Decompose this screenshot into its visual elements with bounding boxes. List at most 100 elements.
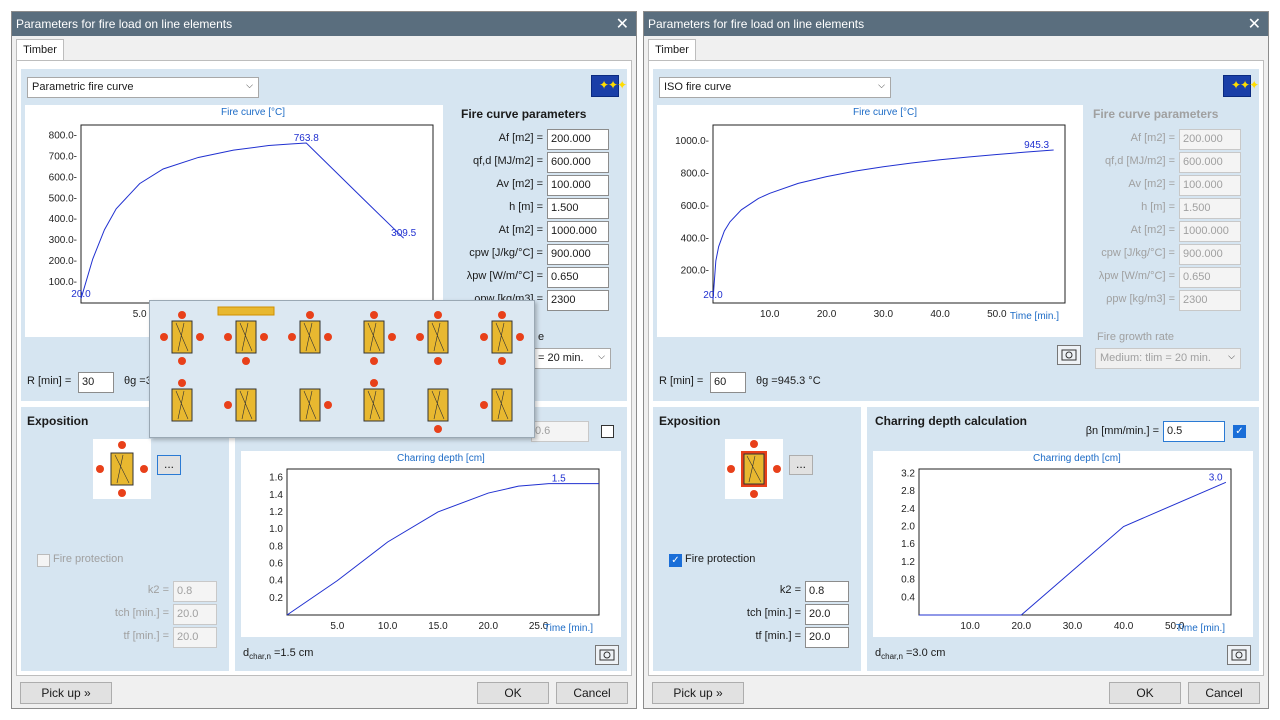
exposition-option[interactable] [171,320,193,354]
series-line [712,149,1054,300]
plot-frame [712,124,1066,304]
exposition-icon[interactable] [93,439,151,499]
k2-input[interactable]: 0.8 [173,581,217,602]
dialog-title: Parameters for fire load on line element… [16,17,233,31]
y-tick-label: 0.2 [269,593,283,604]
fire-curve-chart-box: Fire curve [°C] 800.0- 700.0- 600.0- 500.0-… [25,105,443,337]
exposition-option[interactable] [427,320,449,354]
param-input[interactable]: 200.000 [1179,129,1241,150]
exposition-option[interactable] [171,388,193,422]
tf-input[interactable]: 20.0 [173,627,217,648]
param-label: qf,d [MJ/m2] = [1105,155,1175,167]
flame-icon [498,357,506,365]
k2-input[interactable]: 0.8 [805,581,849,602]
ok-button[interactable]: OK [477,682,549,704]
param-input[interactable]: 2300 [547,290,609,311]
flame-icon [224,401,232,409]
exposition-option[interactable] [427,388,449,422]
chevron-down-icon: ⌵ [246,80,253,90]
param-input[interactable]: 900.000 [1179,244,1241,265]
fire-protection-label: Fire protection [685,553,756,565]
charring-title: Charring depth calculation [875,414,1028,428]
exposition-option[interactable] [299,320,321,354]
exposition-option[interactable] [363,388,385,422]
tf-input[interactable]: 20.0 [805,627,849,648]
growth-rate-dropdown[interactable]: = 20 min. ⌵ [533,348,611,369]
pickup-button[interactable]: Pick up » [652,682,744,704]
curve-type-dropdown[interactable]: ISO fire curve ⌵ [659,77,891,98]
param-input[interactable]: 600.000 [1179,152,1241,173]
growth-rate-dropdown[interactable]: Medium: tlim = 20 min. ⌵ [1095,348,1241,369]
param-input[interactable]: 600.000 [547,152,609,173]
exposition-option[interactable] [363,320,385,354]
tf-label: tf [min.] = [123,630,169,642]
wood-grain-icon [367,322,381,352]
close-icon[interactable]: ✕ [1247,16,1261,33]
param-input[interactable]: 900.000 [547,244,609,265]
param-input[interactable]: 100.000 [547,175,609,196]
beta-checkbox[interactable] [601,425,614,438]
y-tick-label: 1.0 [269,524,283,535]
exposition-option[interactable] [491,388,513,422]
wood-grain-icon [303,322,317,352]
series-line [80,142,405,299]
tch-input[interactable]: 20.0 [805,604,849,625]
exposition-select-button[interactable]: ... [789,455,813,475]
r-input[interactable]: 30 [78,372,114,393]
ok-button[interactable]: OK [1109,682,1181,704]
cancel-button[interactable]: Cancel [556,682,628,704]
title-bar: Parameters for fire load on line element… [12,12,636,36]
y-tick-label: 300.0- [49,235,77,246]
camera-icon[interactable] [1057,345,1081,365]
param-input[interactable]: 1.500 [547,198,609,219]
x-tick-label: 10.0 [960,621,980,632]
exposition-option[interactable] [235,320,257,354]
tab-timber[interactable]: Timber [648,39,696,61]
fire-protection-checkbox[interactable]: ✓ [669,554,682,567]
tab-timber[interactable]: Timber [16,39,64,61]
beta-input[interactable]: 0.6 [531,421,589,442]
charring-chart-title: Charring depth [cm] [1033,453,1121,464]
r-label: R [min] = [27,375,72,387]
growth-rate-value: = 20 min. [538,352,584,364]
tch-input[interactable]: 20.0 [173,604,217,625]
pickup-button[interactable]: Pick up » [20,682,112,704]
y-tick-label: 2.4 [901,504,915,515]
exposition-select-button[interactable]: ... [157,455,181,475]
y-tick-label: 600.0- [681,201,709,212]
wood-grain-icon [495,322,509,352]
tab-content: ISO fire curve ⌵ ✦✦✦ Fire curve [°C] 1000… [648,60,1264,676]
eu-flag-icon[interactable]: ✦✦✦ [591,75,627,97]
beta-input[interactable]: 0.5 [1163,421,1225,442]
chevron-down-icon: ⌵ [598,351,605,361]
fire-protection-checkbox[interactable] [37,554,50,567]
param-input[interactable]: 1.500 [1179,198,1241,219]
eu-flag-icon[interactable]: ✦✦✦ [1223,75,1259,97]
title-bar: Parameters for fire load on line element… [644,12,1268,36]
param-input[interactable]: 1000.000 [547,221,609,242]
curve-type-dropdown[interactable]: Parametric fire curve ⌵ [27,77,259,98]
x-tick-label: 50.0 [987,309,1007,320]
exposition-option[interactable] [235,388,257,422]
param-input[interactable]: 200.000 [547,129,609,150]
camera-icon[interactable] [1227,645,1251,665]
charring-chart-box: Charring depth [cm] 3.2 2.8 2.4 2.0 1.6 1.2 0.… [873,451,1253,637]
beta-checkbox[interactable]: ✓ [1233,425,1246,438]
cancel-button[interactable]: Cancel [1188,682,1260,704]
exposition-option[interactable] [491,320,513,354]
param-input[interactable]: 1000.000 [1179,221,1241,242]
param-input[interactable]: 0.650 [547,267,609,288]
y-tick-label: 1.2 [269,507,283,518]
close-icon[interactable]: ✕ [615,16,629,33]
exposition-icon[interactable] [725,439,783,499]
param-input[interactable]: 0.650 [1179,267,1241,288]
charring-chart-box: Charring depth [cm] 1.6 1.4 1.2 1.0 0.8 0.6 0.… [241,451,621,637]
param-input[interactable]: 100.000 [1179,175,1241,196]
r-input[interactable]: 60 [710,372,746,393]
y-tick-label: 1.2 [901,557,915,568]
camera-icon[interactable] [595,645,619,665]
exposition-option[interactable] [299,388,321,422]
param-input[interactable]: 2300 [1179,290,1241,311]
y-tick-label: 2.0 [901,522,915,533]
timber-beam-icon [727,440,781,498]
